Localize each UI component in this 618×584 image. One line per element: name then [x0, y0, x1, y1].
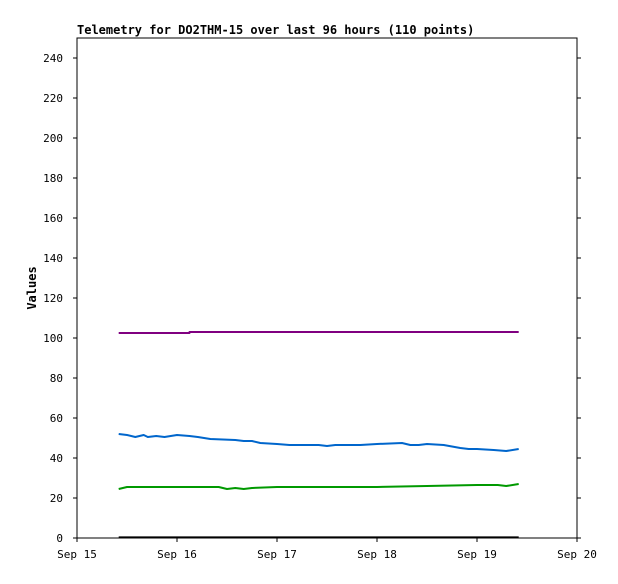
- y-tick-label: 220: [43, 92, 63, 105]
- y-tick-label: 20: [50, 492, 63, 505]
- series-layer: [118, 331, 519, 539]
- y-axis-label: Values: [25, 266, 39, 309]
- y-tick-label: 80: [50, 372, 63, 385]
- x-tick-label: Sep 16: [157, 548, 197, 561]
- y-tick-label: 180: [43, 172, 63, 185]
- x-tick-label: Sep 19: [457, 548, 497, 561]
- series-line-2: [118, 433, 519, 452]
- y-tick-label: 100: [43, 332, 63, 345]
- series-line-1: [118, 331, 519, 334]
- y-tick-label: 40: [50, 452, 63, 465]
- y-tick-label: 240: [43, 52, 63, 65]
- x-tick-label: Sep 15: [57, 548, 97, 561]
- plot-frame: [76, 37, 578, 539]
- x-axis: Sep 15 Sep 16 Sep 17 Sep 18 Sep 19 Sep 20: [57, 538, 597, 561]
- series-line-3: [118, 483, 519, 490]
- y-tick-label: 140: [43, 252, 63, 265]
- y-tick-label: 160: [43, 212, 63, 225]
- x-tick-label: Sep 18: [357, 548, 397, 561]
- chart-title: Telemetry for DO2THM-15 over last 96 hou…: [77, 23, 475, 37]
- y-tick-label: 120: [43, 292, 63, 305]
- y-tick-label: 60: [50, 412, 63, 425]
- x-tick-label: Sep 17: [257, 548, 297, 561]
- x-tick-label: Sep 20: [557, 548, 597, 561]
- y-tick-label: 200: [43, 132, 63, 145]
- y-axis: 0 20 40 60 80 100 120 140 160 180 200 220 240: [43, 52, 581, 545]
- y-tick-label: 0: [56, 532, 63, 545]
